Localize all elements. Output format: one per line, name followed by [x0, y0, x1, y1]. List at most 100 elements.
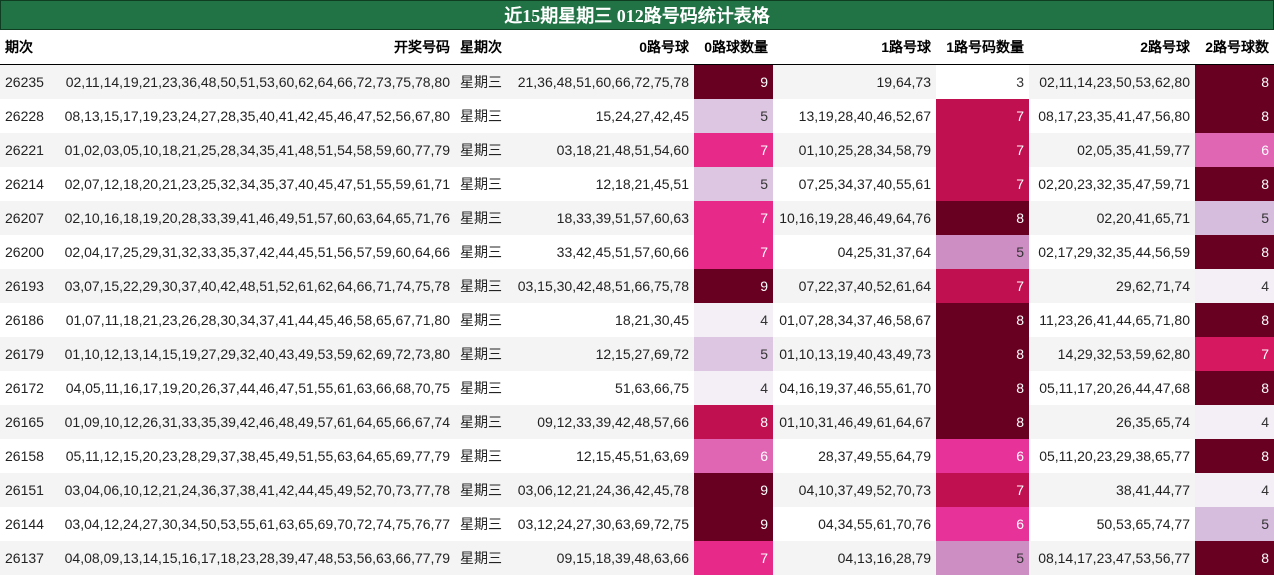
- table-row: 26214 02,07,12,18,20,21,23,25,32,34,35,37…: [0, 167, 1274, 201]
- cell-route0-count: 6: [694, 439, 773, 473]
- table-row: 26137 04,08,09,13,14,15,16,17,18,23,28,39…: [0, 541, 1274, 575]
- cell-route2-balls: 05,11,17,20,26,44,47,68: [1029, 371, 1195, 405]
- cell-route1-balls: 10,16,19,28,46,49,64,76: [773, 201, 936, 235]
- cell-numbers: 03,04,12,24,27,30,34,50,53,55,61,63,65,6…: [55, 507, 455, 541]
- cell-route1-count: 5: [936, 541, 1029, 575]
- cell-numbers: 03,04,06,10,12,21,24,36,37,38,41,42,44,4…: [55, 473, 455, 507]
- cell-weekday: 星期三: [455, 235, 511, 269]
- cell-route0-balls: 03,15,30,42,48,51,66,75,78: [511, 269, 694, 303]
- cell-route2-balls: 08,17,23,35,41,47,56,80: [1029, 99, 1195, 133]
- table-row: 26193 03,07,15,22,29,30,37,40,42,48,51,52…: [0, 269, 1274, 303]
- cell-route0-count: 9: [694, 507, 773, 541]
- cell-route2-balls: 38,41,44,77: [1029, 473, 1195, 507]
- cell-route1-balls: 01,10,31,46,49,61,64,67: [773, 405, 936, 439]
- cell-route2-count: 4: [1195, 269, 1274, 303]
- header-route2-balls[interactable]: 2路号球: [1029, 30, 1195, 65]
- cell-route1-balls: 01,10,13,19,40,43,49,73: [773, 337, 936, 371]
- cell-route1-count: 7: [936, 269, 1029, 303]
- cell-route0-balls: 12,18,21,45,51: [511, 167, 694, 201]
- cell-route0-count: 4: [694, 371, 773, 405]
- cell-route0-balls: 33,42,45,51,57,60,66: [511, 235, 694, 269]
- header-route2-count[interactable]: 2路号球数: [1195, 30, 1274, 65]
- cell-period: 26235: [0, 64, 55, 99]
- cell-route0-balls: 12,15,45,51,63,69: [511, 439, 694, 473]
- cell-route0-count: 7: [694, 133, 773, 167]
- cell-period: 26144: [0, 507, 55, 541]
- header-route1-count[interactable]: 1路号码数量: [936, 30, 1029, 65]
- cell-route1-balls: 04,25,31,37,64: [773, 235, 936, 269]
- cell-route0-balls: 03,12,24,27,30,63,69,72,75: [511, 507, 694, 541]
- cell-route1-count: 8: [936, 405, 1029, 439]
- header-route1-balls[interactable]: 1路号球: [773, 30, 936, 65]
- cell-route1-count: 8: [936, 201, 1029, 235]
- cell-route2-count: 4: [1195, 405, 1274, 439]
- cell-route1-count: 6: [936, 439, 1029, 473]
- cell-route0-balls: 15,24,27,42,45: [511, 99, 694, 133]
- cell-route2-balls: 02,20,41,65,71: [1029, 201, 1195, 235]
- cell-route2-balls: 29,62,71,74: [1029, 269, 1195, 303]
- cell-route0-count: 7: [694, 541, 773, 575]
- cell-route0-balls: 21,36,48,51,60,66,72,75,78: [511, 64, 694, 99]
- cell-route0-balls: 12,15,27,69,72: [511, 337, 694, 371]
- table-row: 26235 02,11,14,19,21,23,36,48,50,51,53,60…: [0, 64, 1274, 99]
- cell-route2-balls: 50,53,65,74,77: [1029, 507, 1195, 541]
- cell-weekday: 星期三: [455, 473, 511, 507]
- cell-route2-count: 8: [1195, 303, 1274, 337]
- cell-route2-balls: 02,17,29,32,35,44,56,59: [1029, 235, 1195, 269]
- cell-route1-balls: 01,07,28,34,37,46,58,67: [773, 303, 936, 337]
- cell-route2-balls: 26,35,65,74: [1029, 405, 1195, 439]
- cell-route2-balls: 02,05,35,41,59,77: [1029, 133, 1195, 167]
- cell-numbers: 02,04,17,25,29,31,32,33,35,37,42,44,45,5…: [55, 235, 455, 269]
- cell-numbers: 08,13,15,17,19,23,24,27,28,35,40,41,42,4…: [55, 99, 455, 133]
- table-row: 26144 03,04,12,24,27,30,34,50,53,55,61,63…: [0, 507, 1274, 541]
- cell-period: 26179: [0, 337, 55, 371]
- cell-route0-count: 5: [694, 337, 773, 371]
- cell-numbers: 01,09,10,12,26,31,33,35,39,42,46,48,49,5…: [55, 405, 455, 439]
- cell-route0-count: 7: [694, 201, 773, 235]
- table-row: 26151 03,04,06,10,12,21,24,36,37,38,41,42…: [0, 473, 1274, 507]
- header-weekday[interactable]: 星期次: [455, 30, 511, 65]
- cell-route1-count: 6: [936, 507, 1029, 541]
- cell-route0-balls: 09,15,18,39,48,63,66: [511, 541, 694, 575]
- table-row: 26228 08,13,15,17,19,23,24,27,28,35,40,41…: [0, 99, 1274, 133]
- header-route0-count[interactable]: 0路球数量: [694, 30, 773, 65]
- table-row: 26221 01,02,03,05,10,18,21,25,28,34,35,41…: [0, 133, 1274, 167]
- cell-route1-balls: 07,22,37,40,52,61,64: [773, 269, 936, 303]
- stats-table: 期次 开奖号码 星期次 0路号球 0路球数量 1路号球 1路号码数量 2路号球 …: [0, 30, 1274, 575]
- header-numbers[interactable]: 开奖号码: [55, 30, 455, 65]
- cell-route2-count: 8: [1195, 167, 1274, 201]
- cell-route0-count: 5: [694, 99, 773, 133]
- cell-weekday: 星期三: [455, 337, 511, 371]
- cell-period: 26228: [0, 99, 55, 133]
- header-period[interactable]: 期次: [0, 30, 55, 65]
- cell-numbers: 01,02,03,05,10,18,21,25,28,34,35,41,48,5…: [55, 133, 455, 167]
- cell-route1-balls: 01,10,25,28,34,58,79: [773, 133, 936, 167]
- cell-period: 26172: [0, 371, 55, 405]
- cell-period: 26151: [0, 473, 55, 507]
- cell-period: 26214: [0, 167, 55, 201]
- cell-route2-count: 8: [1195, 99, 1274, 133]
- cell-period: 26158: [0, 439, 55, 473]
- header-route0-balls[interactable]: 0路号球: [511, 30, 694, 65]
- cell-numbers: 01,07,11,18,21,23,26,28,30,34,37,41,44,4…: [55, 303, 455, 337]
- cell-route0-balls: 09,12,33,39,42,48,57,66: [511, 405, 694, 439]
- cell-period: 26186: [0, 303, 55, 337]
- cell-route2-count: 5: [1195, 507, 1274, 541]
- cell-route0-count: 9: [694, 64, 773, 99]
- cell-route1-count: 7: [936, 473, 1029, 507]
- cell-route1-count: 7: [936, 99, 1029, 133]
- cell-period: 26207: [0, 201, 55, 235]
- cell-route1-count: 7: [936, 133, 1029, 167]
- cell-route2-balls: 11,23,26,41,44,65,71,80: [1029, 303, 1195, 337]
- cell-route2-count: 8: [1195, 64, 1274, 99]
- cell-weekday: 星期三: [455, 64, 511, 99]
- cell-route0-count: 7: [694, 235, 773, 269]
- cell-route1-balls: 13,19,28,40,46,52,67: [773, 99, 936, 133]
- cell-route0-count: 9: [694, 269, 773, 303]
- cell-route2-count: 8: [1195, 541, 1274, 575]
- cell-route1-balls: 04,10,37,49,52,70,73: [773, 473, 936, 507]
- cell-period: 26137: [0, 541, 55, 575]
- cell-route2-count: 8: [1195, 235, 1274, 269]
- cell-route1-balls: 04,16,19,37,46,55,61,70: [773, 371, 936, 405]
- cell-weekday: 星期三: [455, 439, 511, 473]
